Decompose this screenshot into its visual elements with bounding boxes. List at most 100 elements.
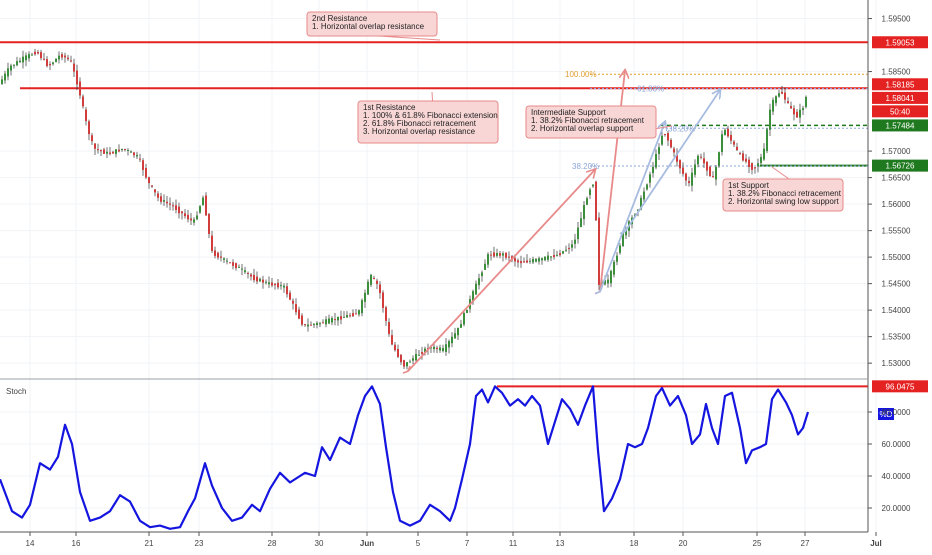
candle-body (577, 227, 579, 240)
projection-arrow (599, 122, 665, 292)
candle-body (61, 54, 63, 58)
candle-body (82, 96, 84, 107)
stoch-tick-label: 80.0000 (882, 408, 911, 417)
price-tick-label: 1.53000 (882, 359, 911, 368)
candle-body (85, 109, 87, 122)
candle-body (313, 324, 315, 326)
candle-body (760, 157, 762, 164)
time-tick-label: 20 (679, 539, 688, 548)
candle-body (304, 324, 306, 326)
candle-body (271, 282, 273, 286)
candle-body (517, 260, 519, 263)
price-tick-label: 1.55000 (882, 253, 911, 262)
candle-body (262, 279, 264, 283)
candle-body (532, 259, 534, 263)
candle-body (112, 151, 114, 154)
time-tick-label: 11 (509, 539, 518, 548)
callout-line: 2. 61.8% Fibonacci retracement (363, 119, 477, 128)
stoch-series-badge-label: %D (880, 410, 893, 419)
candle-body (73, 63, 75, 72)
candle-body (730, 135, 732, 141)
candle-body (583, 205, 585, 220)
candle-body (580, 218, 582, 228)
price-tick-label: 1.54000 (882, 306, 911, 315)
candle-body (766, 129, 768, 151)
candle-body (697, 155, 699, 165)
candle-body (685, 173, 687, 181)
candle-body (499, 253, 501, 256)
candle-body (553, 255, 555, 258)
callout-pointer (771, 166, 790, 180)
candle-body (763, 148, 765, 160)
candle-body (28, 54, 30, 59)
candle-body (406, 362, 408, 367)
candle-body (664, 133, 666, 135)
candle-body (238, 266, 240, 268)
candle-body (274, 283, 276, 286)
candle-body (310, 324, 312, 326)
candle-body (352, 313, 354, 317)
candle-body (19, 60, 21, 63)
price-layer (1, 48, 807, 370)
candle-body (478, 278, 480, 286)
candle-body (205, 195, 207, 216)
time-tick-label: 23 (195, 539, 204, 548)
price-tick-label: 1.56500 (882, 174, 911, 183)
candle-body (454, 333, 456, 339)
candle-body (778, 93, 780, 97)
candle-body (607, 279, 609, 284)
candle-body (661, 135, 663, 145)
candle-body (157, 193, 159, 198)
candle-body (658, 147, 660, 154)
candle-body (265, 281, 267, 283)
candle-body (433, 346, 435, 350)
candle-body (595, 181, 597, 221)
fib-label: 38.20% (668, 124, 695, 133)
candle-body (733, 141, 735, 145)
candle-body (613, 261, 615, 275)
candle-body (94, 143, 96, 149)
time-tick-label: 28 (268, 539, 277, 548)
fib-label: 100.00% (565, 70, 597, 79)
candle-body (688, 181, 690, 184)
candle-body (7, 68, 9, 77)
candle-body (10, 65, 12, 71)
candle-body (1, 79, 3, 85)
candle-body (4, 73, 6, 81)
candle-body (502, 253, 504, 256)
candle-body (193, 219, 195, 223)
candle-body (754, 167, 756, 169)
candle-body (175, 205, 177, 210)
candle-body (712, 176, 714, 178)
time-tick-label: 30 (315, 539, 324, 548)
candle-body (493, 252, 495, 257)
candle-body (592, 184, 594, 187)
candle-body (562, 251, 564, 254)
candle-body (286, 286, 288, 295)
candle-body (52, 62, 54, 65)
price-tick-label: 1.57000 (882, 147, 911, 156)
callout-box (306, 11, 438, 37)
candle-body (646, 184, 648, 190)
candle-body (721, 134, 723, 152)
candle-body (67, 57, 69, 60)
candle-body (397, 349, 399, 357)
candle-body (457, 327, 459, 336)
candle-body (373, 277, 375, 279)
candle-body (136, 154, 138, 157)
candle-body (358, 310, 360, 315)
candle-body (280, 285, 282, 287)
price-tag-box (872, 380, 928, 393)
candle-body (541, 258, 543, 261)
candle-body (724, 129, 726, 136)
callout-line: 1. 38.2% Fibonacci retracement (531, 116, 645, 125)
candle-body (775, 96, 777, 104)
candle-body (115, 149, 117, 154)
projection-arrow (407, 170, 595, 372)
time-tick-label: Jun (360, 539, 374, 548)
candle-body (40, 52, 42, 59)
candle-body (55, 58, 57, 63)
